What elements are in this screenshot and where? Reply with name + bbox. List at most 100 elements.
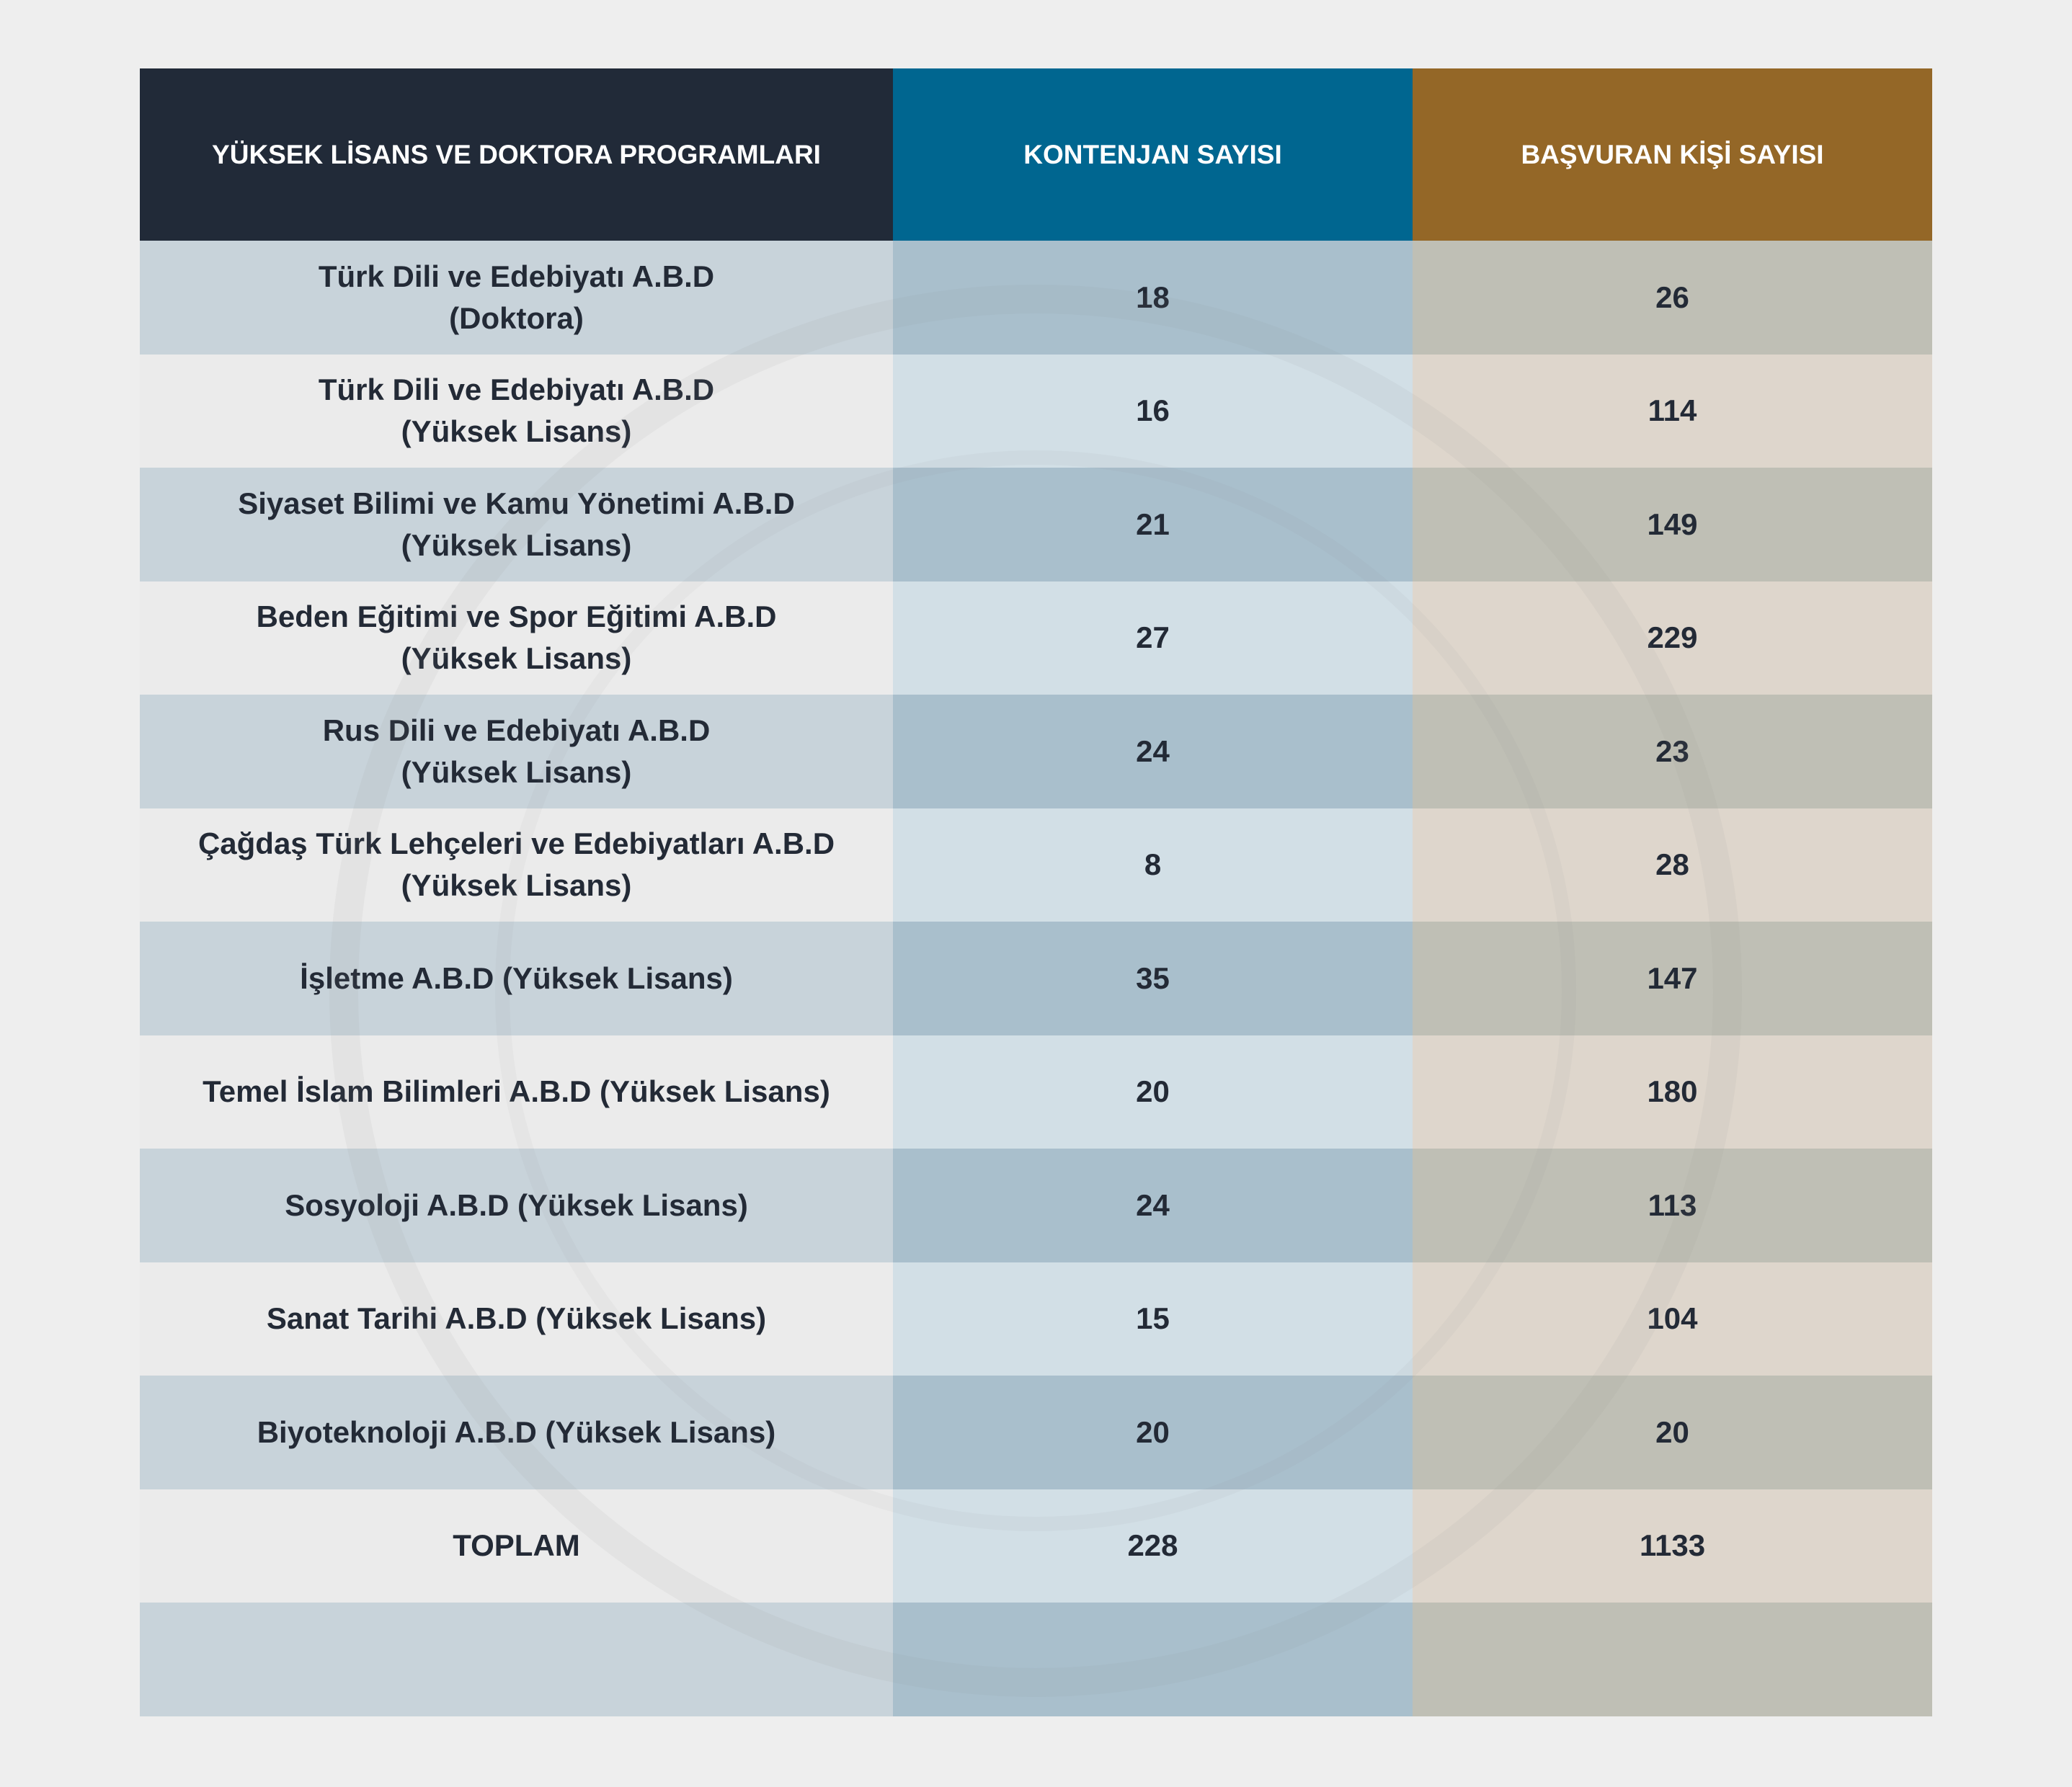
program-text: (Yüksek Lisans) <box>401 754 632 789</box>
applicants-cell: 20 <box>1413 1376 1932 1489</box>
applicants-cell: 229 <box>1413 581 1932 695</box>
table-row: Siyaset Bilimi ve Kamu Yönetimi A.B.D (Yü… <box>140 468 1932 581</box>
applicants-value: 20 <box>1655 1414 1689 1449</box>
quota-value: 27 <box>1136 620 1170 655</box>
header-cell: BAŞVURAN KİŞİ SAYISI <box>1413 68 1932 241</box>
program-cell: TOPLAM <box>140 1489 893 1603</box>
quota-value: 228 <box>1127 1528 1178 1563</box>
program-text: Sosyoloji A.B.D (Yüksek Lisans) <box>285 1187 748 1222</box>
quota-cell: 8 <box>893 808 1413 922</box>
program-text: Biyoteknoloji A.B.D (Yüksek Lisans) <box>257 1414 776 1449</box>
header-text: YÜKSEK LİSANS VE DOKTORA PROGRAMLARI <box>212 139 821 169</box>
table-row: TOPLAM 228 1133 <box>140 1489 1932 1603</box>
table-row: Beden Eğitimi ve Spor Eğitimi A.B.D (Yüks… <box>140 581 1932 695</box>
table-row: Temel İslam Bilimleri A.B.D (Yüksek Lisa… <box>140 1035 1932 1149</box>
applicants-cell: 149 <box>1413 468 1932 581</box>
quota-cell: 18 <box>893 241 1413 355</box>
applicants-value: 180 <box>1647 1074 1698 1109</box>
quota-value: 35 <box>1136 961 1170 995</box>
applicants-cell: 180 <box>1413 1035 1932 1149</box>
program-text: (Yüksek Lisans) <box>401 414 632 449</box>
header-row: YÜKSEK LİSANS VE DOKTORA PROGRAMLARI KONT… <box>140 68 1932 241</box>
applicants-cell: 113 <box>1413 1149 1932 1262</box>
program-text: Temel İslam Bilimleri A.B.D (Yüksek Lisa… <box>203 1074 830 1109</box>
program-text: Siyaset Bilimi ve Kamu Yönetimi A.B.D <box>238 486 795 520</box>
table-row: Rus Dili ve Edebiyatı A.B.D (Yüksek Lisan… <box>140 695 1932 808</box>
quota-value: 18 <box>1136 280 1170 314</box>
program-text: Rus Dili ve Edebiyatı A.B.D <box>322 713 711 747</box>
program-cell: Temel İslam Bilimleri A.B.D (Yüksek Lisa… <box>140 1035 893 1149</box>
program-cell: Siyaset Bilimi ve Kamu Yönetimi A.B.D (Yü… <box>140 468 893 581</box>
applicants-value: 113 <box>1648 1187 1697 1222</box>
quota-value: 15 <box>1136 1301 1170 1336</box>
program-cell: Türk Dili ve Edebiyatı A.B.D (Doktora) <box>140 241 893 355</box>
quota-cell <box>893 1603 1413 1716</box>
quota-cell: 24 <box>893 1149 1413 1262</box>
quota-value: 21 <box>1136 507 1170 541</box>
program-text: Türk Dili ve Edebiyatı A.B.D <box>318 259 715 293</box>
program-text: TOPLAM <box>453 1528 580 1563</box>
quota-value: 20 <box>1136 1074 1170 1109</box>
table-row: Sanat Tarihi A.B.D (Yüksek Lisans) 15 104 <box>140 1262 1932 1376</box>
program-text: Beden Eğitimi ve Spor Eğitimi A.B.D <box>256 600 777 634</box>
applicants-cell: 1133 <box>1413 1489 1932 1603</box>
quota-cell: 21 <box>893 468 1413 581</box>
quota-cell: 24 <box>893 695 1413 808</box>
quota-cell: 228 <box>893 1489 1413 1603</box>
program-text: Çağdaş Türk Lehçeleri ve Edebiyatları A.… <box>197 826 835 861</box>
applicants-value: 114 <box>1648 393 1697 428</box>
applicants-cell: 114 <box>1413 354 1932 468</box>
quota-cell: 20 <box>893 1376 1413 1489</box>
header-text: BAŞVURAN KİŞİ SAYISI <box>1521 139 1824 169</box>
quota-cell: 20 <box>893 1035 1413 1149</box>
applicants-value: 147 <box>1647 961 1698 995</box>
header-cell: YÜKSEK LİSANS VE DOKTORA PROGRAMLARI <box>140 68 893 241</box>
program-text: İşletme A.B.D (Yüksek Lisans) <box>300 961 733 995</box>
table-row: Sosyoloji A.B.D (Yüksek Lisans) 24 113 <box>140 1149 1932 1262</box>
program-cell: Sanat Tarihi A.B.D (Yüksek Lisans) <box>140 1262 893 1376</box>
applicants-cell: 26 <box>1413 241 1932 355</box>
applicants-cell: 28 <box>1413 808 1932 922</box>
quota-value: 16 <box>1136 393 1170 428</box>
program-cell: Rus Dili ve Edebiyatı A.B.D (Yüksek Lisan… <box>140 695 893 808</box>
program-cell: Çağdaş Türk Lehçeleri ve Edebiyatları A.… <box>140 808 893 922</box>
table-row: Türk Dili ve Edebiyatı A.B.D (Doktora) 18 2… <box>140 241 1932 355</box>
program-text: (Doktora) <box>449 300 584 335</box>
table: YÜKSEK LİSANS VE DOKTORA PROGRAMLARI KONT… <box>140 68 1932 1716</box>
program-text: (Yüksek Lisans) <box>401 641 632 676</box>
program-cell: Türk Dili ve Edebiyatı A.B.D (Yüksek Lisa… <box>140 354 893 468</box>
quota-value: 24 <box>1136 734 1170 768</box>
program-text: Türk Dili ve Edebiyatı A.B.D <box>318 373 715 407</box>
quota-cell: 16 <box>893 354 1413 468</box>
table-row: Çağdaş Türk Lehçeleri ve Edebiyatları A.… <box>140 808 1932 922</box>
applicants-cell: 23 <box>1413 695 1932 808</box>
applicants-value: 149 <box>1647 507 1698 541</box>
program-cell: Sosyoloji A.B.D (Yüksek Lisans) <box>140 1149 893 1262</box>
program-cell: İşletme A.B.D (Yüksek Lisans) <box>140 922 893 1035</box>
applicants-value: 26 <box>1655 280 1689 314</box>
table-row: İşletme A.B.D (Yüksek Lisans) 35 147 <box>140 922 1932 1035</box>
quota-value: 8 <box>1144 847 1162 882</box>
applicants-cell <box>1413 1603 1932 1716</box>
quota-cell: 35 <box>893 922 1413 1035</box>
applicants-cell: 147 <box>1413 922 1932 1035</box>
quota-value: 20 <box>1136 1414 1170 1449</box>
applicants-value: 1133 <box>1639 1528 1706 1563</box>
quota-cell: 15 <box>893 1262 1413 1376</box>
header-cell: KONTENJAN SAYISI <box>893 68 1413 241</box>
program-cell <box>140 1603 893 1716</box>
program-cell: Biyoteknoloji A.B.D (Yüksek Lisans) <box>140 1376 893 1489</box>
program-text: (Yüksek Lisans) <box>401 868 632 903</box>
applicants-cell: 104 <box>1413 1262 1932 1376</box>
table-row: Biyoteknoloji A.B.D (Yüksek Lisans) 20 20 <box>140 1376 1932 1489</box>
table-row <box>140 1603 1932 1716</box>
program-cell: Beden Eğitimi ve Spor Eğitimi A.B.D (Yüks… <box>140 581 893 695</box>
table-row: Türk Dili ve Edebiyatı A.B.D (Yüksek Lisa… <box>140 354 1932 468</box>
applicants-value: 28 <box>1655 847 1689 882</box>
applicants-value: 229 <box>1647 620 1698 655</box>
program-text: (Yüksek Lisans) <box>401 527 632 562</box>
applicants-value: 23 <box>1655 734 1689 768</box>
program-text: Sanat Tarihi A.B.D (Yüksek Lisans) <box>266 1301 767 1336</box>
quota-value: 24 <box>1136 1187 1170 1222</box>
